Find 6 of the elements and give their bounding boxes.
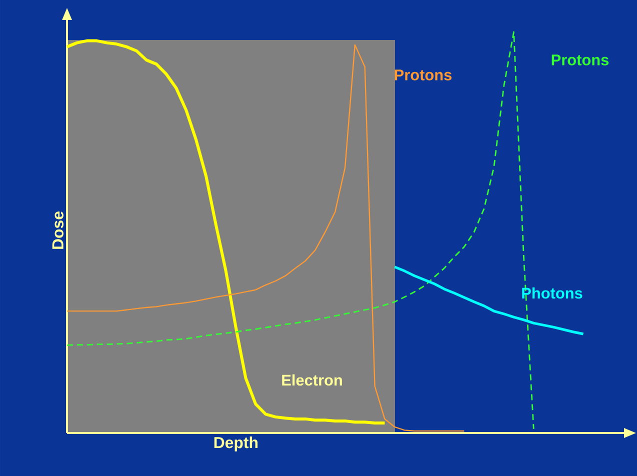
x-axis-title: Depth <box>214 436 258 452</box>
series-label: Photons <box>522 287 582 299</box>
y-axis-title: Dose <box>52 212 64 249</box>
series-label: Protons <box>394 70 452 80</box>
text: Protons <box>552 54 609 66</box>
text: Electron <box>282 374 342 386</box>
